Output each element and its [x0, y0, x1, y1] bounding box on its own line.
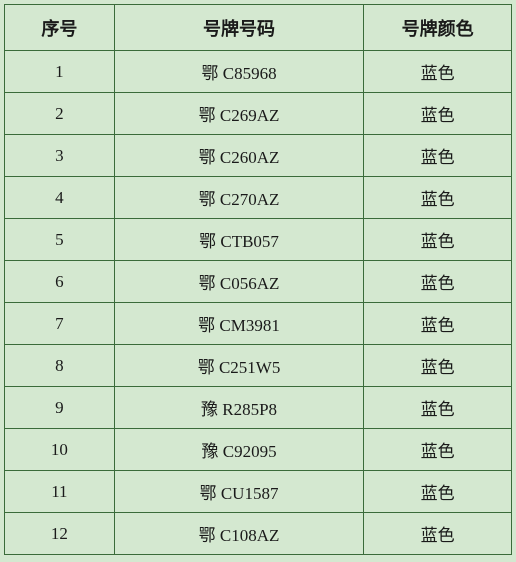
cell-seq: 3 [5, 135, 115, 177]
col-header-color: 号牌颜色 [364, 5, 512, 51]
cell-seq: 11 [5, 471, 115, 513]
cell-plate: 鄂 C85968 [114, 51, 364, 93]
cell-plate: 豫 R285P8 [114, 387, 364, 429]
table-row: 8鄂 C251W5蓝色 [5, 345, 512, 387]
cell-plate: 鄂 C251W5 [114, 345, 364, 387]
cell-color: 蓝色 [364, 429, 512, 471]
cell-color: 蓝色 [364, 303, 512, 345]
cell-color: 蓝色 [364, 513, 512, 555]
cell-color: 蓝色 [364, 261, 512, 303]
table-header-row: 序号 号牌号码 号牌颜色 [5, 5, 512, 51]
cell-color: 蓝色 [364, 387, 512, 429]
cell-seq: 12 [5, 513, 115, 555]
cell-seq: 9 [5, 387, 115, 429]
cell-color: 蓝色 [364, 135, 512, 177]
cell-seq: 7 [5, 303, 115, 345]
table-row: 3鄂 C260AZ蓝色 [5, 135, 512, 177]
cell-plate: 鄂 C269AZ [114, 93, 364, 135]
col-header-plate: 号牌号码 [114, 5, 364, 51]
cell-color: 蓝色 [364, 471, 512, 513]
cell-color: 蓝色 [364, 345, 512, 387]
table-row: 5鄂 CTB057蓝色 [5, 219, 512, 261]
cell-plate: 鄂 CM3981 [114, 303, 364, 345]
cell-plate: 鄂 C260AZ [114, 135, 364, 177]
cell-seq: 8 [5, 345, 115, 387]
table-row: 4鄂 C270AZ蓝色 [5, 177, 512, 219]
table-row: 2鄂 C269AZ蓝色 [5, 93, 512, 135]
cell-plate: 鄂 CTB057 [114, 219, 364, 261]
table-row: 10豫 C92095蓝色 [5, 429, 512, 471]
cell-seq: 5 [5, 219, 115, 261]
table-row: 7鄂 CM3981蓝色 [5, 303, 512, 345]
cell-plate: 鄂 C108AZ [114, 513, 364, 555]
table-body: 1鄂 C85968蓝色2鄂 C269AZ蓝色3鄂 C260AZ蓝色4鄂 C270… [5, 51, 512, 555]
cell-plate: 鄂 C270AZ [114, 177, 364, 219]
cell-seq: 10 [5, 429, 115, 471]
table-row: 12鄂 C108AZ蓝色 [5, 513, 512, 555]
cell-color: 蓝色 [364, 219, 512, 261]
cell-seq: 6 [5, 261, 115, 303]
cell-seq: 1 [5, 51, 115, 93]
cell-color: 蓝色 [364, 93, 512, 135]
cell-seq: 4 [5, 177, 115, 219]
cell-plate: 豫 C92095 [114, 429, 364, 471]
table-row: 9豫 R285P8蓝色 [5, 387, 512, 429]
cell-plate: 鄂 CU1587 [114, 471, 364, 513]
table-row: 11鄂 CU1587蓝色 [5, 471, 512, 513]
cell-seq: 2 [5, 93, 115, 135]
table-row: 6鄂 C056AZ蓝色 [5, 261, 512, 303]
table-row: 1鄂 C85968蓝色 [5, 51, 512, 93]
col-header-seq: 序号 [5, 5, 115, 51]
plate-table: 序号 号牌号码 号牌颜色 1鄂 C85968蓝色2鄂 C269AZ蓝色3鄂 C2… [4, 4, 512, 555]
cell-plate: 鄂 C056AZ [114, 261, 364, 303]
cell-color: 蓝色 [364, 177, 512, 219]
cell-color: 蓝色 [364, 51, 512, 93]
